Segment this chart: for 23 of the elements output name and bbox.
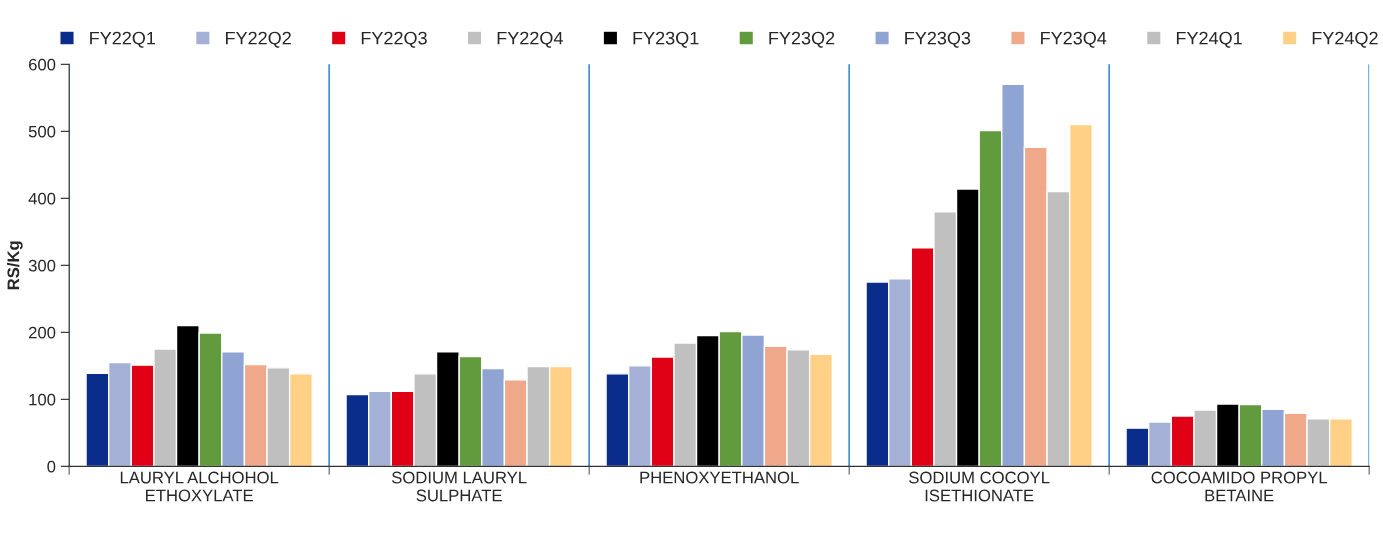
y-tick-label: 600 xyxy=(29,58,56,71)
x-tick-label: COCOAMIDO PROPYL BETAINE xyxy=(1151,471,1328,502)
x-tick-label: LAURYL ALCHOHOL ETHOXYLATE xyxy=(120,471,279,502)
y-axis-title: RS/Kg xyxy=(6,241,23,290)
legend-label: FY22Q4 xyxy=(497,31,563,48)
legend-label: FY24Q2 xyxy=(1312,31,1378,48)
legend-label: FY22Q3 xyxy=(361,31,427,48)
y-tick-label: 400 xyxy=(28,192,56,205)
y-tick-label: 300 xyxy=(28,259,56,272)
y-tick-label: 0 xyxy=(47,460,56,473)
x-tick-label: SODIUM LAURYL SULPHATE xyxy=(391,471,527,502)
legend-label: FY22Q1 xyxy=(90,31,156,48)
y-tick-label: 200 xyxy=(28,326,56,339)
x-tick-label: SODIUM COCOYL ISETHIONATE xyxy=(909,471,1050,502)
legend-label: FY23Q4 xyxy=(1041,31,1107,48)
legend-label: FY22Q2 xyxy=(226,31,291,48)
x-tick-label: PHENOXYETHANOL xyxy=(640,471,799,484)
y-tick-label: 500 xyxy=(28,125,56,138)
legend-label: FY23Q1 xyxy=(633,31,699,48)
y-tick-label: 100 xyxy=(29,393,56,406)
legend-label: FY24Q1 xyxy=(1176,31,1242,48)
legend-label: FY23Q3 xyxy=(905,31,971,48)
legend-label: FY23Q2 xyxy=(769,31,835,48)
